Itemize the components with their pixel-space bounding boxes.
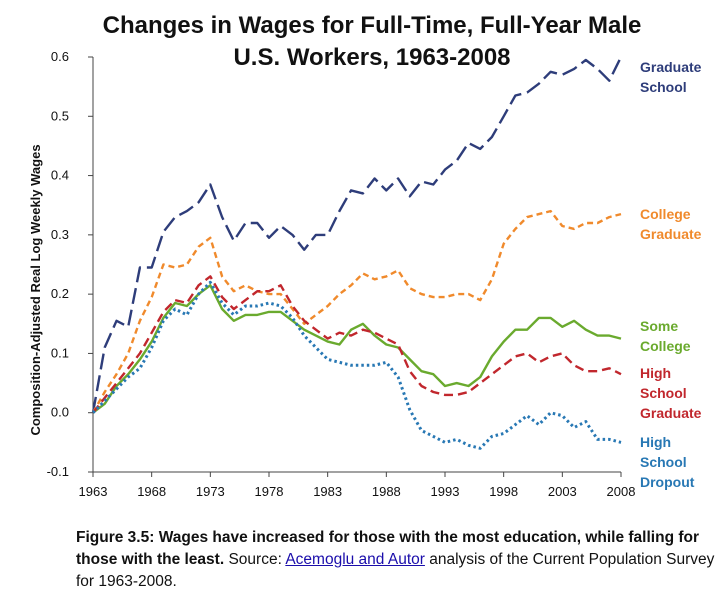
y-tick-label: 0.6 — [51, 49, 69, 64]
series-label-line: High — [640, 365, 671, 381]
y-tick-label: 0.2 — [51, 286, 69, 301]
series-line-0 — [91, 56, 623, 413]
series-label-line: High — [640, 434, 671, 450]
y-tick-label: 0.5 — [51, 108, 69, 123]
series-layer — [91, 56, 623, 450]
source-suffix: analysis of the Current Population Surve… — [76, 551, 715, 590]
series-label-line: School — [640, 79, 687, 95]
series-label-line: College — [640, 338, 691, 354]
x-tick-label: 1973 — [196, 484, 225, 499]
series-label-4: High School Dropout — [640, 434, 695, 490]
x-tick-label: 1963 — [79, 484, 108, 499]
y-axis-label: Composition-Adjusted Real Log Weekly Wag… — [28, 144, 43, 435]
figure-label: Figure 3.5: — [76, 529, 155, 546]
series-label-line: School — [640, 385, 687, 401]
series-label-line: Graduate — [640, 405, 702, 421]
source-prefix: Source: — [228, 551, 282, 568]
series-label-line: School — [640, 454, 687, 470]
series-label-line: Dropout — [640, 474, 695, 490]
chart-title-line-1: Changes in Wages for Full-Time, Full-Yea… — [103, 12, 642, 39]
x-tick-label: 2003 — [548, 484, 577, 499]
series-label-line: Graduate — [640, 59, 702, 75]
series-labels: Graduate School College Graduate Some College… — [640, 59, 702, 490]
y-tick-label: 0.4 — [51, 168, 69, 183]
x-tick-label: 1998 — [489, 484, 518, 499]
y-tick-label: 0.0 — [51, 405, 69, 420]
y-tick-label: 0.3 — [51, 227, 69, 242]
series-label-line: Some — [640, 318, 678, 334]
x-tick-label: 1993 — [431, 484, 460, 499]
x-tick-label: 1978 — [255, 484, 284, 499]
figure-caption: Figure 3.5: Wages have increased for tho… — [76, 527, 716, 593]
wage-chart: Changes in Wages for Full-Time, Full-Yea… — [28, 12, 702, 499]
x-tick-label: 1968 — [137, 484, 166, 499]
series-label-2: Some College — [640, 318, 691, 354]
series-label-3: High School Graduate — [640, 365, 702, 421]
x-tick-label: 1988 — [372, 484, 401, 499]
figure-headline: Wages have increased for those with the … — [76, 529, 700, 568]
series-label-0: Graduate School — [640, 59, 702, 95]
y-tick-label: 0.1 — [51, 345, 69, 360]
series-line-4 — [91, 280, 622, 450]
axes: -0.1 0.0 0.1 0.2 0.3 0.4 0.5 0.6 1963 1968 1973 197… — [47, 49, 636, 499]
series-label-line: College — [640, 206, 691, 222]
series-label-1: College Graduate — [640, 206, 702, 242]
chart-title-line-2: U.S. Workers, 1963-2008 — [233, 44, 510, 71]
series-line-1 — [91, 209, 622, 414]
series-line-2 — [92, 284, 622, 414]
source-link[interactable]: Acemoglu and Autor — [285, 551, 425, 568]
x-tick-label: 2008 — [607, 484, 636, 499]
series-line-3 — [92, 275, 622, 414]
series-label-line: Graduate — [640, 226, 702, 242]
x-tick-label: 1983 — [313, 484, 342, 499]
y-tick-label: -0.1 — [47, 464, 69, 479]
